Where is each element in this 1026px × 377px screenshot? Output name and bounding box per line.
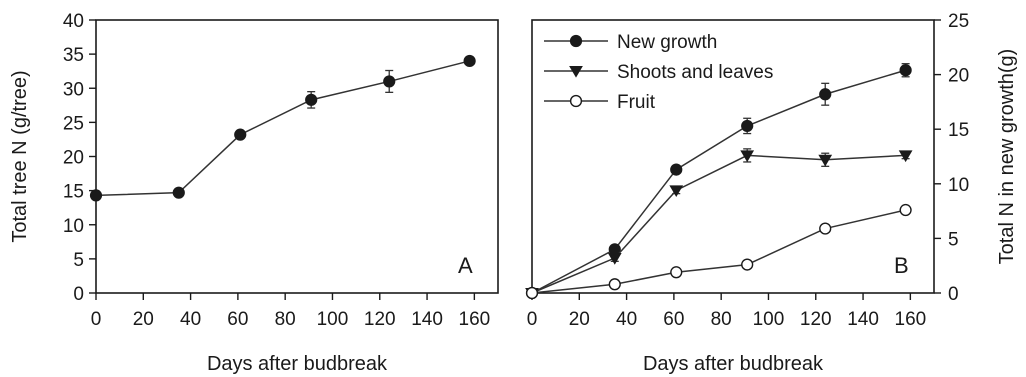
x-tick-label: 120 (800, 309, 832, 330)
data-point (741, 258, 754, 271)
y-tick-label: 0 (73, 284, 84, 305)
x-axis-title: Days after budbreak (643, 353, 824, 375)
data-point (819, 222, 832, 235)
data-point (172, 186, 185, 199)
series-line (95, 60, 470, 197)
plot-frame (531, 19, 935, 294)
x-tick-label: 40 (616, 309, 637, 330)
y-tick-label: 15 (948, 120, 969, 141)
panel-a: 0 20 40 60 80 100 120 140 160 0 5 10 15 20 25 30 35 40 Day… (9, 11, 499, 375)
y-tick-label: 15 (63, 182, 84, 203)
plot-frame (95, 19, 499, 294)
legend-item: Shoots and leaves (544, 62, 773, 83)
data-point (89, 189, 103, 202)
y-axis-title: Total N in new growth(g) (996, 49, 1018, 265)
y-tick-label: 20 (948, 66, 969, 87)
x-tick-label: 140 (411, 309, 443, 330)
data-point (899, 203, 912, 217)
y-axis-title: Total tree N (g/tree) (9, 70, 31, 242)
series-0 (89, 54, 476, 202)
x-tick-label: 20 (569, 309, 590, 330)
y-tick-label: 10 (948, 175, 969, 196)
data-point (741, 119, 754, 133)
legend-label: Shoots and leaves (617, 62, 773, 83)
y-tick-label: 30 (63, 79, 84, 100)
legend-marker (569, 94, 583, 108)
data-point (525, 286, 539, 300)
data-point (669, 185, 684, 198)
x-tick-label: 0 (527, 309, 538, 330)
data-point (670, 266, 683, 279)
data-point (607, 253, 622, 265)
data-point (898, 150, 913, 163)
x-tick-label: 20 (133, 309, 154, 330)
series-1 (525, 148, 913, 300)
data-point (463, 54, 476, 68)
data-point (740, 150, 755, 163)
panel-label: B (894, 253, 909, 278)
legend-label: New growth (617, 32, 717, 53)
y-tick-label: 5 (948, 229, 959, 250)
series-2 (525, 203, 912, 300)
x-tick-label: 100 (317, 309, 349, 330)
y-tick-label: 20 (63, 148, 84, 169)
y-tick-label: 10 (63, 216, 84, 237)
x-tick-label: 80 (711, 309, 732, 330)
data-point (899, 64, 912, 77)
data-point (818, 154, 833, 167)
series-line (531, 154, 906, 294)
data-point (819, 88, 832, 101)
legend: New growth Shoots and leaves Fruit (544, 32, 773, 113)
legend-label: Fruit (617, 92, 656, 113)
y-tick-label: 25 (63, 113, 84, 134)
x-tick-label: 100 (753, 309, 785, 330)
x-tick-label: 160 (895, 309, 927, 330)
series-line (531, 69, 906, 294)
x-axis-title: Days after budbreak (207, 353, 388, 375)
x-tick-label: 80 (275, 309, 296, 330)
data-point (234, 128, 247, 141)
data-point (383, 75, 396, 88)
series-0 (525, 63, 912, 300)
x-tick-label: 60 (663, 309, 684, 330)
legend-item: New growth (544, 32, 717, 53)
legend-marker (569, 34, 583, 48)
x-tick-label: 140 (847, 309, 879, 330)
x-tick-label: 0 (91, 309, 102, 330)
data-point (670, 163, 683, 176)
y-tick-label: 35 (63, 45, 84, 66)
x-tick-label: 120 (364, 309, 396, 330)
y-tick-label: 40 (63, 11, 84, 32)
x-tick-label: 40 (180, 309, 201, 330)
series-line (531, 209, 906, 294)
x-tick-label: 160 (459, 309, 491, 330)
legend-marker (569, 66, 583, 78)
panel-b: 0 20 40 60 80 100 120 140 160 0 5 10 15 20 25 Days afte… (525, 11, 1018, 375)
y-tick-label: 0 (948, 284, 959, 305)
data-point (608, 278, 621, 291)
panel-label: A (458, 253, 473, 278)
data-point (305, 93, 318, 106)
x-tick-label: 60 (227, 309, 248, 330)
y-tick-label: 25 (948, 11, 969, 32)
y-tick-label: 5 (73, 250, 84, 271)
legend-item: Fruit (544, 92, 656, 113)
